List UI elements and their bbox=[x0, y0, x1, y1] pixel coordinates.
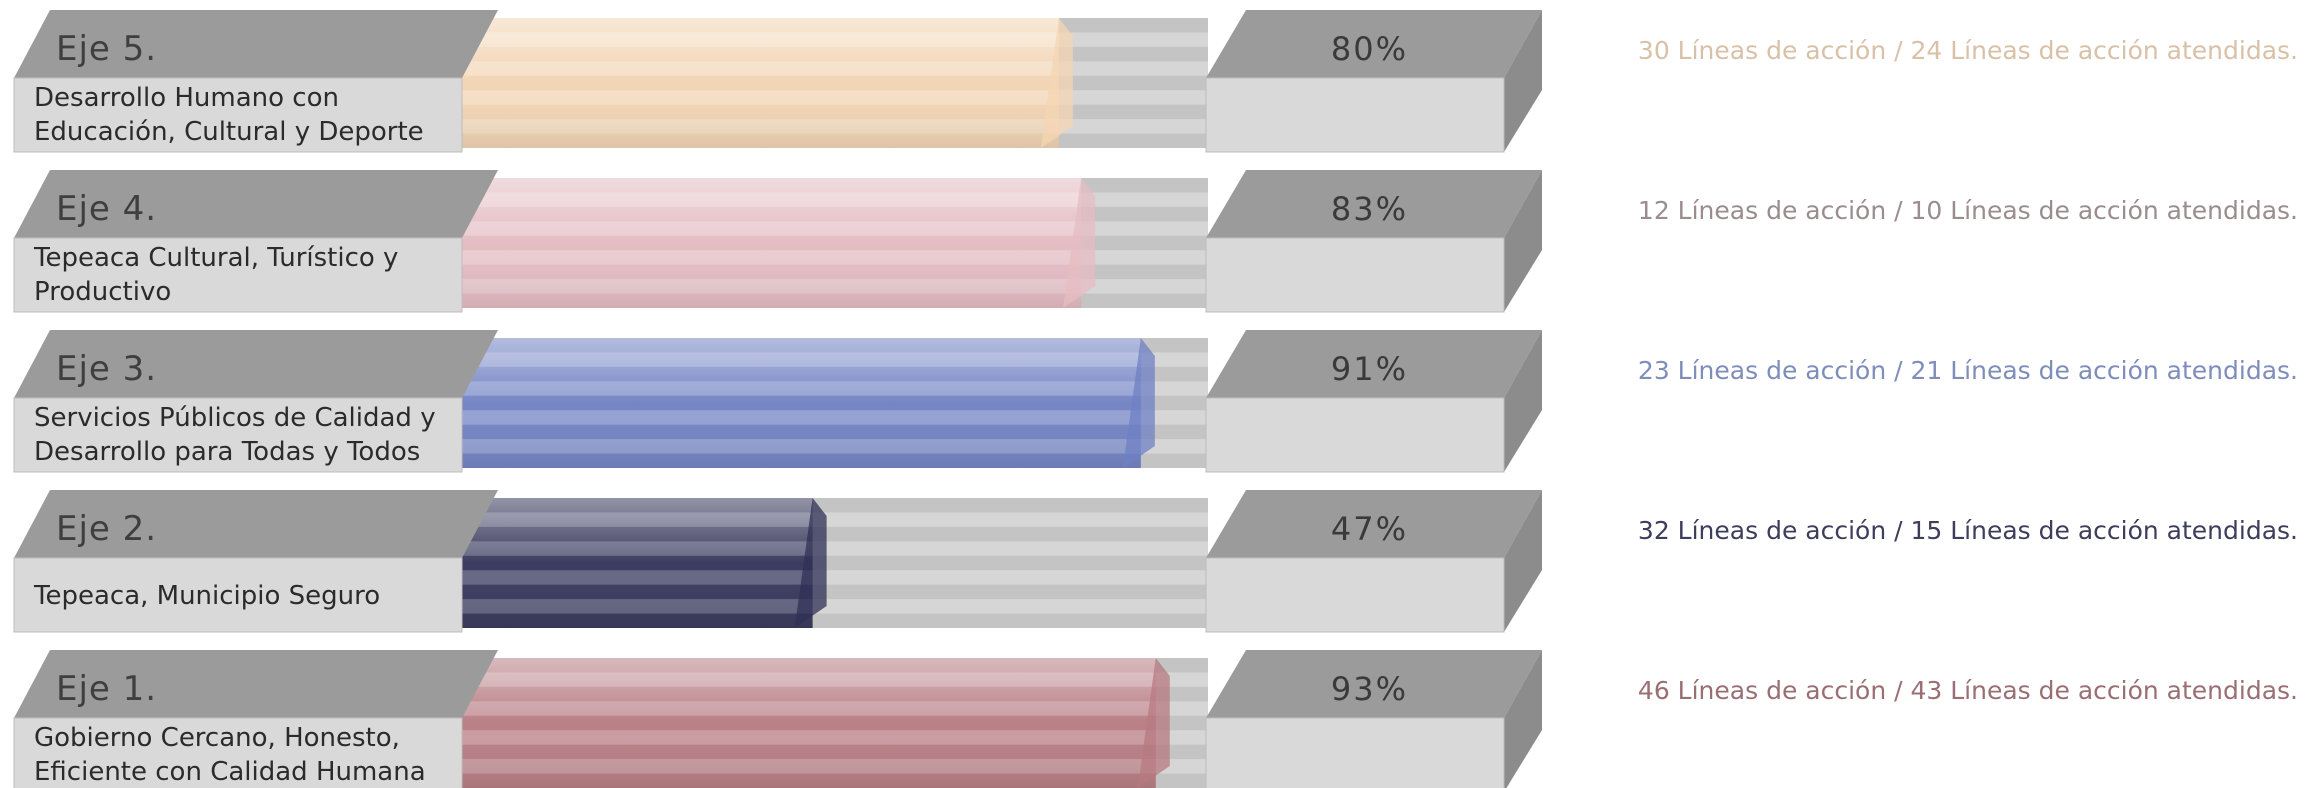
row-eje: Eje 5. Desarrollo Humano con Educación, Cu… bbox=[13, 10, 2298, 153]
axis-description: Tepeaca Cultural, Turístico y bbox=[33, 243, 398, 273]
pct-box-top bbox=[1206, 10, 1542, 78]
bar-shine bbox=[462, 498, 813, 628]
pct-box-top bbox=[1206, 650, 1542, 718]
axis-description: Productivo bbox=[34, 277, 171, 307]
pct-box-side bbox=[1504, 490, 1542, 632]
data-label: 47% bbox=[1331, 510, 1408, 548]
data-label: 91% bbox=[1331, 350, 1408, 388]
pct-box-front bbox=[1205, 397, 1505, 473]
row-eje: Eje 1. Gobierno Cercano, Honesto, Eficient… bbox=[13, 650, 2298, 788]
pct-box-side bbox=[1504, 170, 1542, 312]
axis-label: Eje 2. bbox=[56, 509, 157, 549]
data-label: 80% bbox=[1331, 30, 1408, 68]
label-box-top bbox=[14, 330, 498, 398]
label-box-top bbox=[14, 170, 498, 238]
label-box-front bbox=[13, 557, 463, 633]
axis-description: Desarrollo Humano con bbox=[34, 83, 339, 113]
bar-end-cap bbox=[1122, 338, 1155, 468]
row-eje: Eje 2. Tepeaca, Municipio Seguro 47% 32 Lín… bbox=[13, 490, 2298, 633]
row-note: 12 Líneas de acción / 10 Líneas de acció… bbox=[1638, 196, 2298, 225]
row-eje: Eje 4. Tepeaca Cultural, Turístico y Produ… bbox=[13, 170, 2298, 313]
row-note: 23 Líneas de acción / 21 Líneas de acció… bbox=[1638, 356, 2298, 385]
bar-end-cap bbox=[794, 498, 827, 628]
axis-label: Eje 1. bbox=[56, 669, 157, 709]
pct-box-top bbox=[1206, 170, 1542, 238]
axis-description: Servicios Públicos de Calidad y bbox=[34, 403, 436, 433]
row-note: 30 Líneas de acción / 24 Líneas de acció… bbox=[1638, 36, 2298, 65]
bar-end-cap bbox=[1137, 658, 1170, 788]
bar-shine bbox=[462, 658, 1156, 788]
label-box-top bbox=[14, 650, 498, 718]
pct-box-front bbox=[1205, 717, 1505, 788]
bar-shine bbox=[462, 338, 1141, 468]
row-eje: Eje 3. Servicios Públicos de Calidad y Des… bbox=[13, 330, 2298, 473]
bar-end-cap bbox=[1063, 178, 1096, 308]
pct-box-front bbox=[1205, 557, 1505, 633]
row-note: 46 Líneas de acción / 43 Líneas de acció… bbox=[1638, 676, 2298, 705]
row-note: 32 Líneas de acción / 15 Líneas de acció… bbox=[1638, 516, 2298, 545]
axis-label: Eje 5. bbox=[56, 29, 157, 69]
pct-box-top bbox=[1206, 490, 1542, 558]
pct-box-top bbox=[1206, 330, 1542, 398]
axis-label: Eje 4. bbox=[56, 189, 157, 229]
label-box-front bbox=[13, 77, 463, 153]
label-box-front bbox=[13, 397, 463, 473]
pct-box-side bbox=[1504, 650, 1542, 788]
axis-description: Educación, Cultural y Deporte bbox=[34, 117, 424, 147]
axis-description: Desarrollo para Todas y Todos bbox=[34, 437, 420, 467]
label-box-top bbox=[14, 490, 498, 558]
data-label: 93% bbox=[1331, 670, 1408, 708]
bar-shine bbox=[462, 178, 1082, 308]
label-box-front bbox=[13, 237, 463, 313]
rows-layer: Eje 5. Desarrollo Humano con Educación, Cu… bbox=[13, 10, 2298, 788]
label-box-top bbox=[14, 10, 498, 78]
pct-box-front bbox=[1205, 237, 1505, 313]
axis-description: Eficiente con Calidad Humana bbox=[34, 757, 426, 787]
axis-description: Gobierno Cercano, Honesto, bbox=[34, 723, 400, 753]
pct-box-side bbox=[1504, 10, 1542, 152]
label-box-front bbox=[13, 717, 463, 788]
pct-box-side bbox=[1504, 330, 1542, 472]
axis-label: Eje 3. bbox=[56, 349, 157, 389]
bar-shine bbox=[462, 18, 1059, 148]
pct-box-front bbox=[1205, 77, 1505, 153]
bar-end-cap bbox=[1040, 18, 1073, 148]
axis-description: Tepeaca, Municipio Seguro bbox=[33, 581, 380, 611]
data-label: 83% bbox=[1331, 190, 1408, 228]
